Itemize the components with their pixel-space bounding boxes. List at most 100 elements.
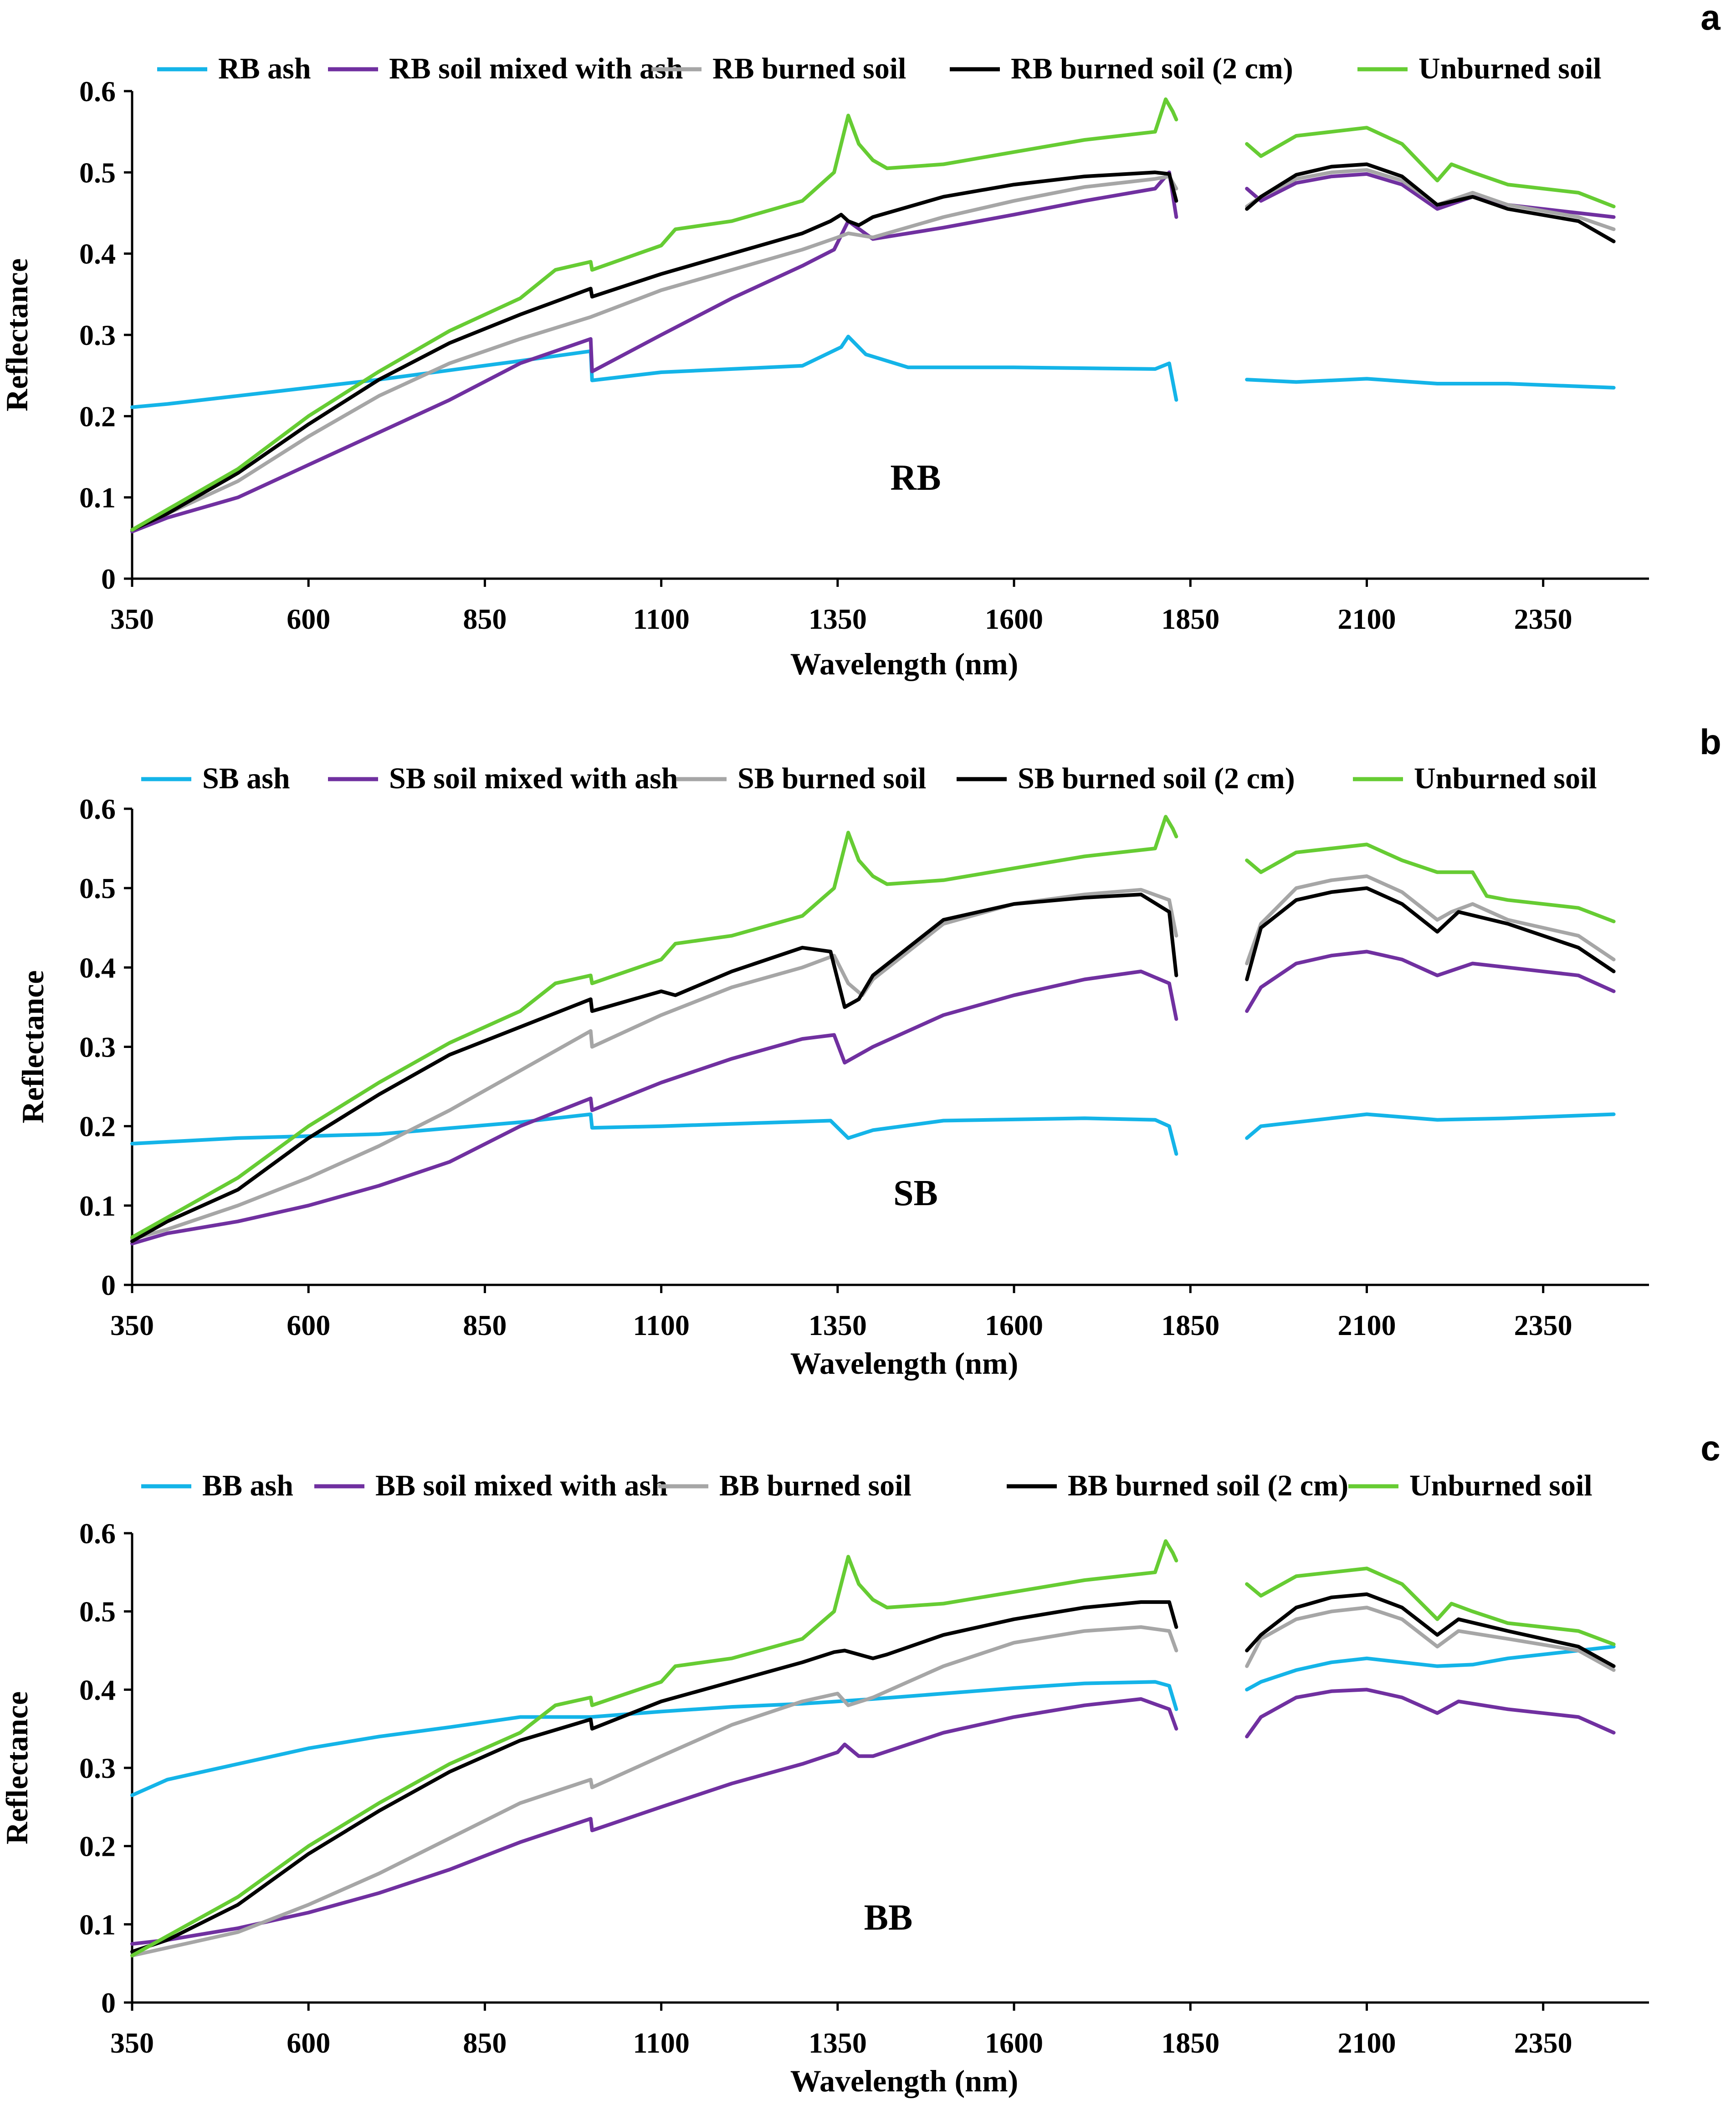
series-line-a-1-swir <box>1245 172 1616 219</box>
legend-label: Unburned soil <box>1419 52 1602 85</box>
series-line-a-0-swir <box>1245 377 1616 390</box>
series-line-b-4-swir <box>1245 842 1616 924</box>
x-tick-label: 2350 <box>1514 2027 1572 2059</box>
y-tick-label: 0.4 <box>79 1674 116 1706</box>
series-line-a-3-vnir <box>130 170 1178 532</box>
x-tick-label: 1100 <box>633 1309 689 1341</box>
y-tick-label: 0.2 <box>79 400 116 432</box>
series-line-b-2-swir <box>1245 874 1616 965</box>
x-tick-label: 2100 <box>1337 603 1396 635</box>
x-tick-label: 850 <box>463 2027 507 2059</box>
x-tick-label: 600 <box>287 603 330 635</box>
legend: BB ash BB soil mixed with ash BB burned so… <box>141 1469 1593 1502</box>
y-tick-label: 0.1 <box>79 1190 116 1222</box>
legend-label: BB ash <box>202 1469 293 1502</box>
legend-label: SB ash <box>202 762 290 795</box>
x-tick-label: 1350 <box>809 603 867 635</box>
series-line-b-3-vnir <box>130 893 1178 1243</box>
legend-label: BB soil mixed with ash <box>375 1469 668 1502</box>
series-line-b-3-swir <box>1245 886 1616 981</box>
x-tick-label: 1850 <box>1161 2027 1219 2059</box>
series-line-b-1-swir <box>1245 950 1616 1013</box>
legend-label: Unburned soil <box>1414 762 1597 795</box>
x-tick-label: 2350 <box>1514 603 1572 635</box>
x-axis-title: Wavelength (nm) <box>790 1346 1019 1381</box>
y-tick-label: 0.5 <box>79 156 116 189</box>
x-tick-label: 600 <box>287 2027 330 2059</box>
y-tick-label: 0.6 <box>79 1517 116 1550</box>
series-line-a-0-vnir <box>130 334 1178 409</box>
x-tick-label: 850 <box>463 603 507 635</box>
series-line-c-4-vnir <box>130 1539 1178 1957</box>
y-tick-label: 0.3 <box>79 1031 116 1063</box>
series-line-b-4-vnir <box>130 815 1178 1239</box>
series-line-b-1-vnir <box>130 970 1178 1246</box>
legend: RB ash RB soil mixed with ash RB burned so… <box>157 52 1602 85</box>
y-axis-title: Reflectance <box>15 970 50 1123</box>
chart-panel-c: 0 0.1 0.2 0.3 0.4 0.5 0.6 350 600 850 1100 1350 1600… <box>0 1428 1721 2098</box>
series-line-a-3-swir <box>1245 162 1616 243</box>
y-axis-title: Reflectance <box>0 1691 34 1844</box>
x-tick-label: 350 <box>110 2027 154 2059</box>
inset-label: RB <box>890 458 941 498</box>
x-tick-label: 1850 <box>1161 1309 1219 1341</box>
legend-label: RB burned soil <box>712 52 906 85</box>
y-tick-label: 0.5 <box>79 872 116 904</box>
legend-label: RB soil mixed with ash <box>389 52 683 85</box>
x-tick-label: 1600 <box>985 1309 1043 1341</box>
series-line-c-2-swir <box>1245 1606 1616 1672</box>
x-tick-label: 2100 <box>1337 1309 1396 1341</box>
legend: SB ash SB soil mixed with ash SB burned so… <box>141 762 1597 795</box>
y-tick-label: 0.2 <box>79 1110 116 1143</box>
x-tick-label: 350 <box>110 1309 154 1341</box>
y-tick-label: 0.2 <box>79 1830 116 1863</box>
y-tick-label: 0.6 <box>79 75 116 108</box>
legend-label: Unburned soil <box>1409 1469 1593 1502</box>
panel-letter: a <box>1700 0 1721 37</box>
x-tick-label: 1850 <box>1161 603 1219 635</box>
series-line-a-4-vnir <box>130 97 1178 532</box>
y-axis-title: Reflectance <box>0 258 34 411</box>
x-tick-label: 350 <box>110 603 154 635</box>
series-line-c-1-swir <box>1245 1688 1616 1739</box>
legend-label: SB burned soil (2 cm) <box>1018 762 1295 795</box>
series-line-a-4-swir <box>1245 126 1616 209</box>
y-tick-label: 0.4 <box>79 238 116 270</box>
inset-label: SB <box>893 1173 938 1213</box>
x-tick-label: 2350 <box>1514 1309 1572 1341</box>
y-tick-label: 0.6 <box>79 793 116 825</box>
y-tick-label: 0 <box>101 563 116 595</box>
x-tick-label: 2100 <box>1337 2027 1396 2059</box>
series-line-a-1-vnir <box>130 170 1178 534</box>
x-tick-label: 1600 <box>985 603 1043 635</box>
series-line-b-2-vnir <box>130 888 1178 1241</box>
x-axis-title: Wavelength (nm) <box>790 647 1019 681</box>
y-tick-label: 0.5 <box>79 1596 116 1628</box>
series-line-c-3-vnir <box>130 1600 1178 1954</box>
chart-panel-a: 0 0.1 0.2 0.3 0.4 0.5 0.6 350 600 850 1100 1350 1600… <box>0 0 1721 681</box>
series-line-c-0-swir <box>1245 1644 1616 1692</box>
series-line-a-2-swir <box>1245 168 1616 231</box>
series-line-c-2-vnir <box>130 1625 1178 1957</box>
series-line-c-1-vnir <box>130 1697 1178 1946</box>
inset-label: BB <box>864 1898 913 1938</box>
series-line-c-0-vnir <box>130 1680 1178 1797</box>
y-tick-label: 0.3 <box>79 1752 116 1784</box>
x-tick-label: 1350 <box>809 1309 867 1341</box>
legend-label: SB soil mixed with ash <box>389 762 678 795</box>
x-axis-title: Wavelength (nm) <box>790 2064 1019 2098</box>
y-tick-label: 0.1 <box>79 482 116 514</box>
legend-label: BB burned soil <box>719 1469 912 1502</box>
chart-panel-b: 0 0.1 0.2 0.3 0.4 0.5 0.6 350 600 850 1100 1350 1600… <box>15 722 1721 1381</box>
y-tick-label: 0.4 <box>79 951 116 984</box>
legend-label: RB burned soil (2 cm) <box>1011 52 1293 85</box>
y-tick-label: 0.1 <box>79 1908 116 1941</box>
legend-label: SB burned soil <box>737 762 927 795</box>
legend-label: BB burned soil (2 cm) <box>1068 1469 1348 1502</box>
x-tick-label: 1100 <box>633 2027 689 2059</box>
legend-label: RB ash <box>218 52 311 85</box>
series-line-c-4-swir <box>1245 1566 1616 1646</box>
x-tick-label: 1350 <box>809 2027 867 2059</box>
panel-letter: b <box>1700 722 1721 762</box>
